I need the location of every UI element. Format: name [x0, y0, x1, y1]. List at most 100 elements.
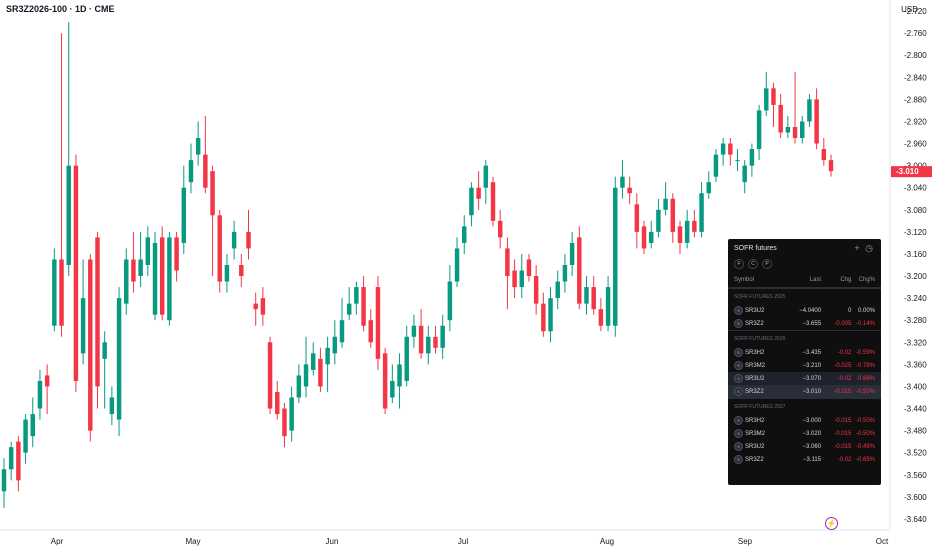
candle-body [88, 259, 93, 431]
time-tick-label: Aug [600, 537, 614, 546]
col-chg[interactable]: Chg [840, 277, 852, 283]
price-tick-label: -2.800 [904, 51, 927, 60]
candle-body [267, 342, 273, 409]
candle-body [138, 259, 143, 277]
row-last: −3.060 [802, 443, 822, 450]
price-tick-label: -2.840 [904, 73, 927, 82]
candle-body [828, 160, 834, 172]
candle-body [426, 336, 431, 354]
watchlist-row[interactable]: S SR3Z2 −3.010 -0.015 -0.50% [728, 385, 881, 398]
candle-body [95, 237, 100, 387]
watchlist-section-title[interactable]: SOFR FUTURES 2026 [728, 330, 881, 346]
row-chg: -0.02 [837, 375, 852, 382]
watchlist-section-title[interactable]: SOFR FUTURES 2027 [728, 398, 881, 414]
filter-chip[interactable]: P [762, 259, 772, 269]
row-chg: -0.015 [834, 443, 852, 450]
candle-body [167, 237, 172, 321]
candle-body [375, 287, 381, 359]
candle-body [620, 176, 625, 188]
candle-body [447, 281, 453, 321]
candle-body [303, 364, 309, 387]
candle-body [814, 99, 819, 144]
col-chgp[interactable]: Chg% [858, 277, 875, 283]
symbol-logo-icon: S [734, 374, 743, 383]
watchlist-body: SOFR FUTURES 2025 S SR3U2 −4.0400 0 0.00% S SR3… [728, 288, 881, 466]
watchlist-row[interactable]: S SR3H2 −3.000 -0.015 -0.50% [728, 414, 881, 427]
candle-body [224, 265, 230, 282]
row-chgp: -0.78% [855, 362, 875, 369]
watchlist-row[interactable]: S SR3U2 −3.060 -0.015 -0.49% [728, 440, 881, 453]
candle-body [203, 154, 208, 188]
candle-body [670, 198, 676, 232]
candle-body [821, 149, 827, 161]
candle-body [577, 237, 582, 304]
row-last: −3.020 [802, 430, 822, 437]
candle-body [246, 231, 251, 249]
candle-body [253, 303, 258, 310]
candle-body [239, 265, 244, 277]
symbol-text: SR3U2 [745, 307, 765, 314]
candle-body [533, 276, 539, 304]
col-symbol[interactable]: Symbol [734, 277, 755, 283]
candle-body [684, 220, 690, 243]
candle-body [742, 165, 747, 183]
row-last: −3.070 [802, 375, 822, 382]
candle-body [433, 336, 438, 348]
candle-body [656, 209, 661, 232]
row-symbol: S SR3H2 [734, 348, 783, 357]
row-chgp: -0.66% [855, 375, 875, 382]
row-last: −3.010 [802, 388, 822, 395]
price-tick-label: -3.360 [904, 360, 927, 369]
watchlist-row[interactable]: S SR3H2 −3.435 -0.02 -0.59% [728, 346, 881, 359]
price-tick-label: -3.560 [904, 471, 927, 480]
candle-body [296, 375, 302, 398]
row-chgp: -0.50% [855, 417, 875, 424]
row-last: −3.115 [802, 456, 822, 463]
candle-body [548, 298, 553, 332]
candle-body [663, 198, 668, 210]
candle-body [778, 104, 783, 133]
col-last[interactable]: Last [809, 277, 822, 283]
candle-body [598, 309, 604, 326]
candle-body [713, 154, 719, 177]
watchlist-row[interactable]: S SR3Z2 −3.115 -0.02 -0.65% [728, 453, 881, 466]
candle-body [541, 303, 546, 332]
watchlist-row[interactable]: S SR3M2 −3.020 -0.015 -0.50% [728, 427, 881, 440]
candle-body [174, 237, 179, 271]
watchlist-title[interactable]: SOFR futures [734, 244, 777, 252]
candle-body [390, 380, 395, 398]
filter-chip[interactable]: C [748, 259, 758, 269]
row-last: −3.000 [802, 417, 822, 424]
candle-body [59, 259, 64, 326]
row-last: −3.435 [802, 349, 822, 356]
row-last: −3.210 [802, 362, 822, 369]
watchlist-section-title[interactable]: SOFR FUTURES 2025 [728, 288, 881, 304]
watchlist-row[interactable]: S SR3U2 −4.0400 0 0.00% [728, 304, 881, 317]
watchlist-row[interactable]: S SR3Z2 −3.655 -0.005 -0.14% [728, 317, 881, 330]
clock-icon[interactable]: ◷ [865, 242, 873, 253]
row-symbol: S SR3Z2 [734, 319, 783, 328]
flash-icon[interactable]: ⚡ [825, 517, 838, 530]
candle-body [605, 287, 611, 326]
candle-body [771, 88, 776, 105]
candle-body [382, 353, 388, 409]
symbol-text: SR3M2 [745, 430, 766, 437]
candle-body [764, 88, 769, 111]
candle-body [361, 287, 366, 326]
candle-body [462, 226, 467, 243]
candle-body [634, 204, 640, 232]
row-chgp: -0.65% [855, 456, 875, 463]
row-chg: -0.005 [834, 320, 852, 327]
price-tick-label: -3.600 [904, 493, 927, 502]
filter-chip[interactable]: F [734, 259, 744, 269]
candle-body [282, 408, 287, 437]
price-tick-label: -2.760 [904, 29, 927, 38]
watchlist-row[interactable]: S SR3M2 −3.210 -0.025 -0.78% [728, 359, 881, 372]
price-tick-label: -3.440 [904, 405, 927, 414]
add-symbol-icon[interactable]: + [854, 243, 860, 253]
candle-body [648, 231, 654, 243]
row-chg: -0.02 [837, 349, 852, 356]
candle-body [109, 397, 115, 415]
watchlist-row[interactable]: S SR3U2 −3.070 -0.02 -0.66% [728, 372, 881, 385]
